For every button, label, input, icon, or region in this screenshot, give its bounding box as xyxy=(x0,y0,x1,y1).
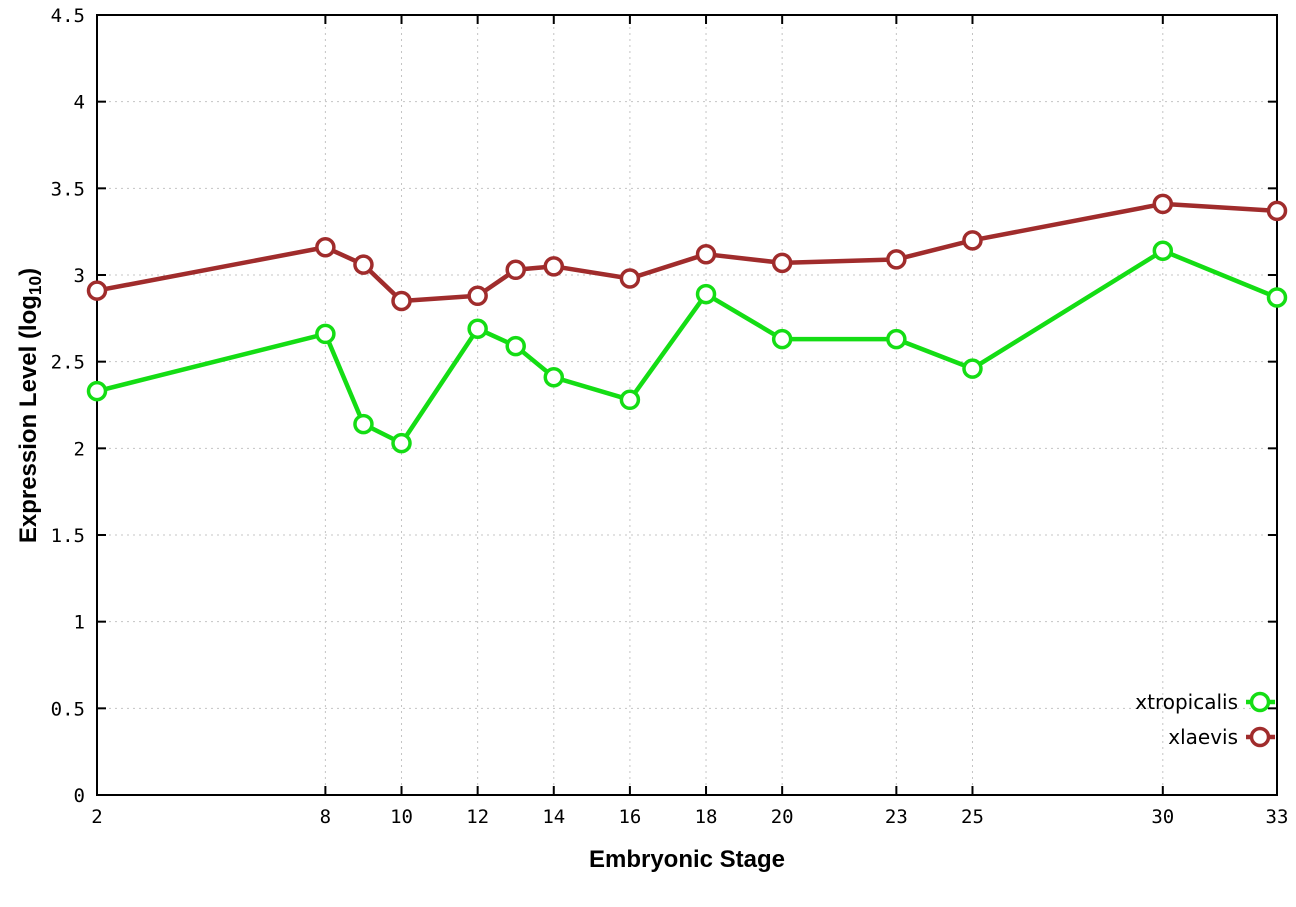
x-tick-label: 23 xyxy=(885,806,908,828)
xlaevis-marker xyxy=(619,268,641,289)
x-axis-label: Embryonic Stage xyxy=(588,846,786,873)
legend-marker-xtropicalis xyxy=(1249,691,1271,713)
xlaevis-line xyxy=(94,201,1280,304)
xtropicalis-marker xyxy=(619,389,641,411)
x-tick-label: 12 xyxy=(466,806,489,828)
xtropicalis-marker xyxy=(391,432,412,454)
xlaevis-marker xyxy=(86,280,108,301)
xlaevis-marker xyxy=(543,256,565,277)
xtropicalis-marker xyxy=(695,283,717,305)
xtropicalis-marker xyxy=(771,328,793,350)
x-tick-label: 14 xyxy=(542,806,565,828)
xtropicalis-marker xyxy=(353,413,374,435)
x-tick-label: 16 xyxy=(618,806,641,828)
xtropicalis-marker xyxy=(543,367,565,388)
xlaevis-marker xyxy=(505,259,526,281)
xtropicalis-marker xyxy=(962,358,983,379)
x-tick-label: 33 xyxy=(1266,806,1289,828)
y-tick-label: 3.5 xyxy=(51,178,85,200)
x-tick-label: 8 xyxy=(320,806,331,828)
xlaevis-marker xyxy=(353,254,374,275)
xtropicalis-marker xyxy=(86,380,108,402)
y-tick-label: 1 xyxy=(74,612,85,634)
y-tick-label: 0.5 xyxy=(51,698,85,720)
plot-border xyxy=(96,14,1278,796)
y-tick-label: 1.5 xyxy=(51,525,85,547)
xtropicalis-marker xyxy=(315,323,336,345)
x-tick-label: 20 xyxy=(771,806,794,828)
y-tick-label: 0 xyxy=(74,785,85,807)
xlaevis-marker xyxy=(962,230,983,251)
y-tick-label: 2 xyxy=(74,438,85,460)
y-tick-label: 4 xyxy=(74,92,85,114)
x-tick-label: 18 xyxy=(695,806,718,828)
xtropicalis-line xyxy=(94,248,1280,446)
xlaevis-marker xyxy=(391,290,412,312)
x-tick-label: 2 xyxy=(91,806,102,828)
xlaevis-marker xyxy=(771,252,793,274)
x-tick-label: 30 xyxy=(1151,806,1174,828)
xlaevis-marker xyxy=(1152,193,1174,215)
y-tick-label: 4.5 xyxy=(51,5,85,27)
legend-label-xlaevis: xlaevis xyxy=(1168,725,1238,749)
y-tick-label: 2.5 xyxy=(51,352,85,374)
y-tick-label: 3 xyxy=(74,265,85,287)
xlaevis-marker xyxy=(886,249,907,270)
xlaevis-marker xyxy=(315,237,336,258)
x-tick-label: 25 xyxy=(961,806,984,828)
xtropicalis-marker xyxy=(1266,287,1288,308)
xlaevis-marker xyxy=(467,285,488,307)
xlaevis-marker xyxy=(1266,200,1288,222)
xtropicalis-marker xyxy=(505,335,526,357)
xtropicalis-marker xyxy=(886,328,907,350)
xlaevis-marker xyxy=(695,243,717,265)
x-tick-label: 10 xyxy=(390,806,413,828)
legend-label-xtropicalis: xtropicalis xyxy=(1135,690,1238,714)
xtropicalis-marker xyxy=(1152,240,1174,261)
legend-marker-xlaevis xyxy=(1249,726,1271,748)
xtropicalis-marker xyxy=(467,318,488,339)
